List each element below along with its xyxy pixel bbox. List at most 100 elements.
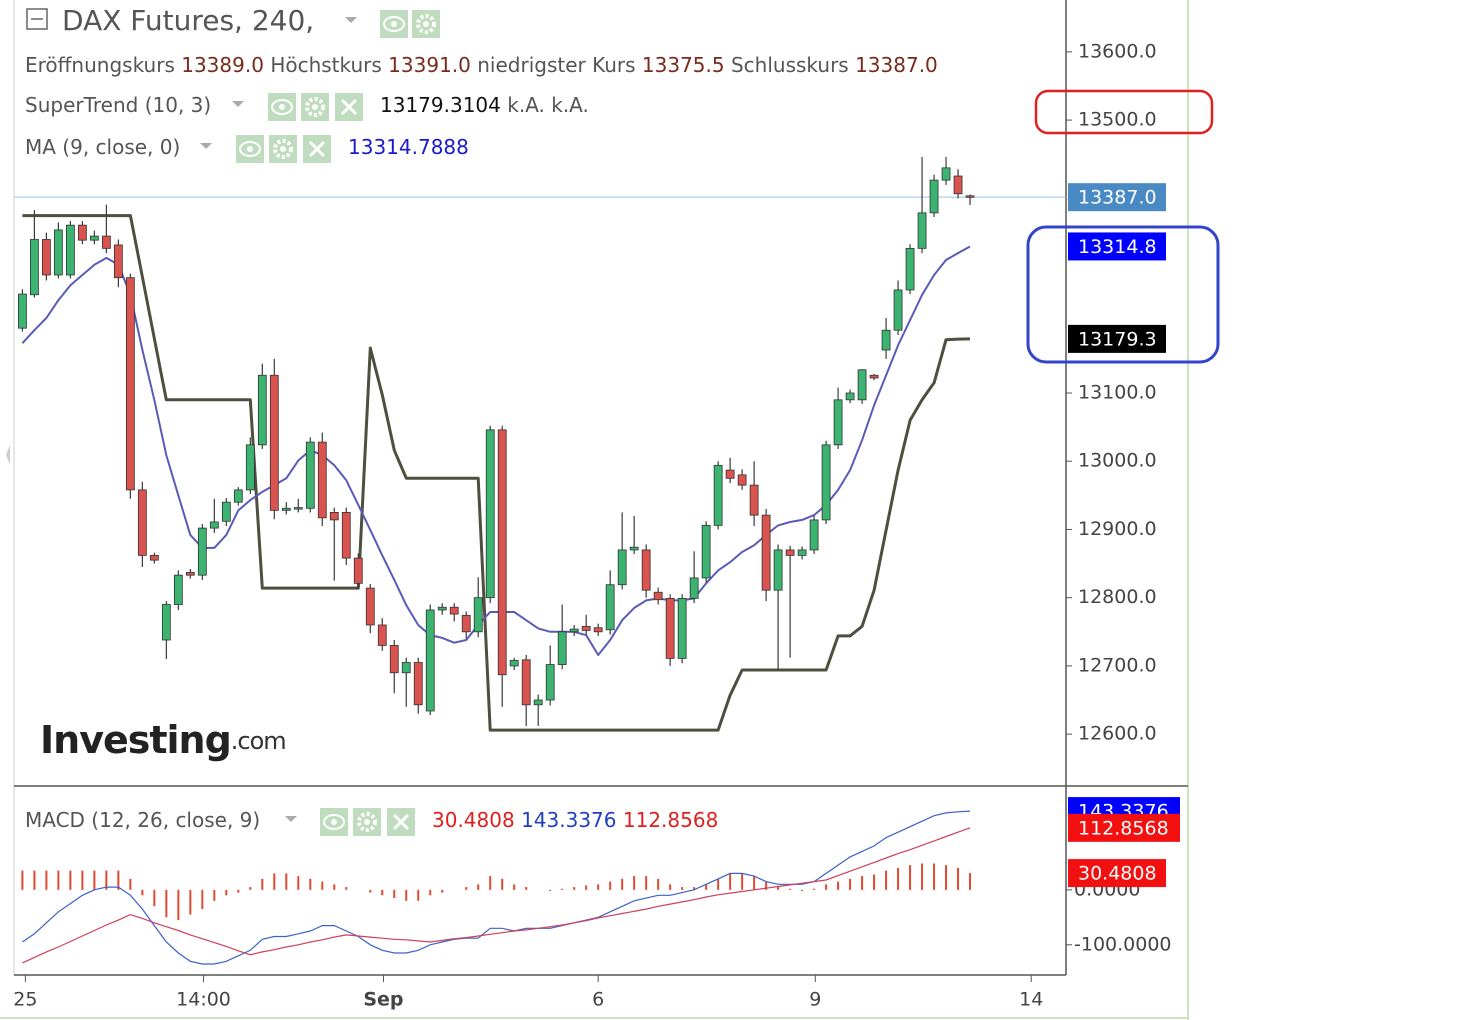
icon-x	[340, 98, 358, 116]
candle-body	[425, 609, 435, 712]
icon-eye	[323, 814, 345, 830]
x-tick-label: Sep	[363, 989, 403, 1011]
candle-body	[533, 699, 543, 706]
icon-gear	[305, 97, 325, 117]
ohlc-legend: Eröffnungskurs 13389.0 Höchstkurs 13391.…	[25, 53, 938, 77]
candle-body	[893, 289, 903, 331]
candle-body	[317, 441, 327, 519]
last-price-box	[1068, 183, 1166, 212]
y-tick-label: 12600.0	[1078, 723, 1157, 745]
candle-body	[29, 239, 39, 296]
candle-body	[725, 469, 735, 479]
icon-eye[interactable]	[236, 135, 264, 163]
icon-close[interactable]	[335, 93, 363, 121]
candle-body	[161, 604, 171, 641]
macd-value: 143.3376	[521, 808, 616, 832]
icon-gear	[357, 812, 377, 832]
macd-name-text: MACD (12, 26, close, 9)	[25, 808, 260, 832]
y-tick-label: 13000.0	[1078, 450, 1157, 472]
candle-body	[221, 501, 231, 522]
candle-body	[701, 524, 711, 579]
candle-body	[737, 474, 747, 486]
icon-gear-hub	[280, 146, 286, 152]
overlay-value-box	[1068, 232, 1166, 261]
candle-body	[89, 235, 99, 241]
scroll-handle[interactable]	[6, 445, 10, 465]
candle-body	[473, 597, 483, 633]
watermark: Investing.com	[40, 718, 286, 762]
indicator-name: SuperTrend (10, 3)	[25, 93, 211, 117]
candle-body	[689, 577, 699, 599]
overlay-line	[21, 245, 971, 656]
overlay-line	[22, 214, 971, 732]
signal-value: 112.8568	[623, 808, 718, 832]
histogram-value-label: 30.4808	[1078, 863, 1157, 885]
candle-body	[401, 662, 411, 674]
chart-title: DAX Futures, 240,	[62, 4, 314, 37]
indicator-name-text: MA (9, close, 0)	[25, 135, 180, 159]
icon-eye[interactable]	[380, 10, 408, 38]
icon-gear-hub	[423, 21, 429, 27]
ohlc-label: Schlusskurs	[731, 53, 849, 77]
candle-body	[509, 660, 519, 667]
macd-values: 30.4808 143.3376 112.8568	[432, 808, 718, 832]
candle-body	[929, 179, 939, 214]
candle-body	[269, 374, 279, 511]
icon-eye	[383, 16, 405, 32]
icon-gear[interactable]	[353, 808, 381, 836]
candle-body	[617, 549, 627, 586]
candle-body	[833, 399, 843, 446]
icon-gear[interactable]	[301, 93, 329, 121]
highlight-blue	[1026, 225, 1220, 364]
candle-body	[485, 429, 495, 599]
candle-body	[857, 369, 867, 401]
icon-eye[interactable]	[268, 93, 296, 121]
candle-body	[785, 549, 795, 556]
icon-pupil	[331, 819, 337, 825]
plot-area	[14, 156, 1066, 965]
candle-body	[965, 195, 975, 198]
candle-body	[821, 444, 831, 521]
histogram-value-box	[1068, 859, 1166, 888]
candle-body	[305, 441, 315, 509]
y-tick-label: 12900.0	[1078, 518, 1157, 540]
candle-body	[869, 374, 879, 379]
macd-line	[22, 810, 971, 965]
candle-body	[941, 167, 951, 181]
icon-close[interactable]	[303, 135, 331, 163]
candle-body	[233, 489, 243, 503]
icon-gear[interactable]	[412, 10, 440, 38]
indicator-value: 13314.7888	[348, 135, 469, 159]
ohlc-label: Eröffnungskurs	[25, 53, 175, 77]
candle-body	[641, 549, 651, 591]
ohlc-value: 13375.5	[642, 53, 725, 77]
icon-close[interactable]	[387, 808, 415, 836]
x-tick-label: 9	[809, 989, 821, 1011]
icon-pupil	[391, 21, 397, 27]
candle-body	[677, 597, 687, 659]
indicator-name: MA (9, close, 0)	[25, 135, 180, 159]
candle-body	[437, 606, 447, 611]
icon-gear-hub	[364, 819, 370, 825]
dropdown-arrow	[200, 143, 212, 149]
icon-eye	[239, 141, 261, 157]
candle-body	[365, 587, 375, 626]
icon-gear[interactable]	[269, 135, 297, 163]
candle-body	[761, 514, 771, 591]
candle-body	[881, 329, 891, 351]
x-tick-label: 6	[592, 989, 604, 1011]
icon-eye[interactable]	[320, 808, 348, 836]
candle-body	[653, 591, 663, 601]
candle-body	[17, 293, 27, 329]
candle-body	[545, 664, 555, 701]
icon-gear	[416, 14, 436, 34]
candle-body	[293, 507, 303, 510]
candle-body	[905, 247, 915, 291]
candle-body	[665, 597, 675, 659]
y-tick-label: 12700.0	[1078, 654, 1157, 676]
candle-body	[917, 212, 927, 249]
candle-body	[581, 625, 591, 631]
legend-header: DAX Futures, 240, Eröffnungskurs 13389.0…	[25, 4, 938, 836]
